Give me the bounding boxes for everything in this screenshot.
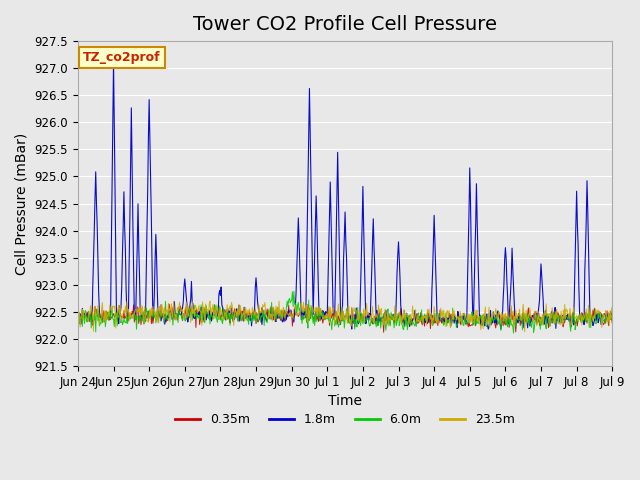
Y-axis label: Cell Pressure (mBar): Cell Pressure (mBar) [15, 132, 29, 275]
X-axis label: Time: Time [328, 394, 362, 408]
Text: TZ_co2prof: TZ_co2prof [83, 51, 161, 64]
Title: Tower CO2 Profile Cell Pressure: Tower CO2 Profile Cell Pressure [193, 15, 497, 34]
Legend: 0.35m, 1.8m, 6.0m, 23.5m: 0.35m, 1.8m, 6.0m, 23.5m [170, 408, 520, 431]
